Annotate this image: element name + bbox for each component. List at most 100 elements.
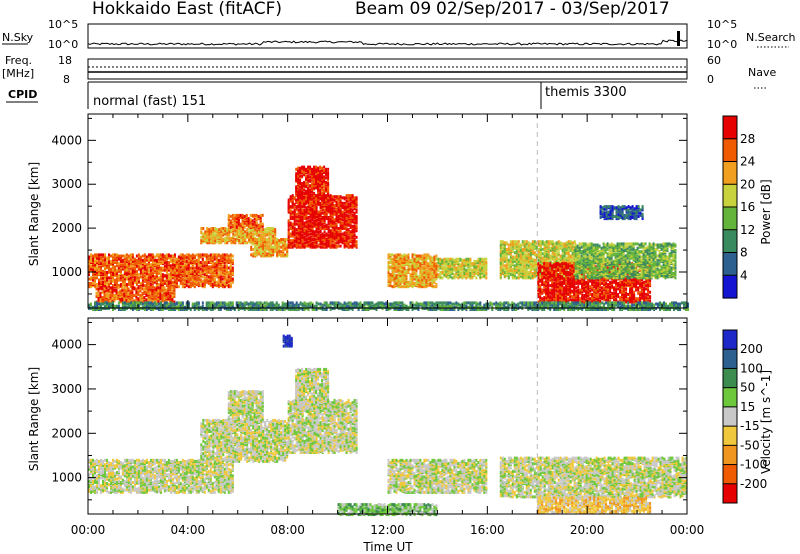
data-cell: [347, 198, 350, 202]
data-cell: [206, 238, 209, 241]
data-cell: [117, 286, 120, 290]
data-cell: [345, 216, 348, 219]
data-cell: [477, 264, 480, 268]
data-cell: [104, 265, 106, 269]
data-cell: [413, 253, 416, 257]
data-cell: [305, 213, 308, 217]
data-cell: [211, 277, 214, 281]
data-cell: [323, 210, 326, 214]
data-cell: [153, 258, 156, 262]
data-cell: [309, 235, 312, 239]
data-cell: [220, 230, 223, 234]
data-cell: [317, 190, 320, 194]
data-cell: [533, 258, 536, 262]
data-cell: [270, 251, 273, 255]
data-cell: [347, 207, 350, 211]
data-cell: [137, 276, 140, 280]
data-cell: [259, 213, 262, 217]
data-cell: [313, 219, 316, 223]
data-cell: [143, 253, 146, 257]
noise-right-bottom: 10^0: [707, 38, 737, 51]
data-cell: [193, 254, 196, 258]
data-cell: [323, 188, 326, 192]
data-cell: [519, 258, 522, 262]
data-cell: [137, 273, 140, 277]
data-cell: [90, 264, 92, 268]
data-cell: [211, 253, 214, 257]
data-cell: [343, 201, 346, 205]
data-cell: [457, 276, 460, 280]
data-cell: [503, 241, 506, 245]
data-cell: [409, 264, 412, 268]
data-cell: [213, 253, 216, 257]
data-cell: [329, 217, 332, 221]
data-cell: [219, 275, 222, 279]
data-cell: [513, 246, 516, 250]
data-cell: [441, 265, 444, 269]
data-cell: [315, 224, 318, 228]
station-title: Hokkaido East (fitACF): [92, 0, 282, 19]
data-cell: [94, 284, 96, 288]
data-cell: [157, 253, 160, 257]
data-cell: [437, 275, 440, 279]
data-cell: [303, 171, 306, 175]
data-cell: [252, 254, 255, 258]
data-cell: [92, 281, 94, 285]
data-cell: [501, 250, 504, 254]
data-cell: [427, 253, 430, 257]
data-cell: [171, 300, 174, 304]
data-cell: [311, 177, 314, 181]
data-cell: [99, 286, 102, 290]
data-cell: [521, 263, 524, 267]
data-cell: [227, 275, 230, 279]
data-cell: [297, 234, 300, 238]
data-cell: [229, 253, 232, 257]
data-cell: [256, 246, 259, 250]
data-cell: [399, 285, 402, 289]
data-cell: [157, 269, 160, 273]
data-cell: [139, 255, 142, 259]
data-cell: [315, 199, 318, 203]
data-cell: [351, 240, 354, 244]
data-cell: [167, 273, 170, 277]
data-cell: [205, 275, 208, 279]
data-cell: [527, 275, 530, 279]
data-cell: [222, 227, 225, 230]
data-cell: [505, 263, 508, 267]
data-cell: [305, 174, 308, 178]
data-cell: [317, 243, 320, 247]
data-cell: [479, 275, 482, 279]
data-cell: [391, 278, 394, 282]
data-cell: [153, 280, 156, 284]
data-cell: [104, 273, 106, 277]
data-cell: [315, 210, 318, 214]
data-cell: [305, 182, 308, 185]
data-cell: [321, 172, 324, 176]
data-cell: [256, 238, 259, 241]
data-cell: [293, 243, 296, 247]
data-cell: [98, 278, 100, 282]
data-cell: [258, 228, 261, 232]
data-cell: [199, 270, 202, 274]
data-cell: [319, 209, 322, 213]
data-cell: [195, 266, 198, 270]
data-cell: [309, 212, 312, 216]
data-cell: [305, 224, 308, 228]
data-cell: [284, 243, 287, 247]
data-cell: [202, 236, 205, 240]
data-cell: [307, 232, 310, 236]
data-cell: [423, 273, 426, 277]
data-cell: [345, 233, 348, 237]
data-cell: [341, 234, 344, 238]
data-cell: [423, 253, 426, 257]
data-cell: [222, 231, 225, 235]
data-cell: [163, 297, 166, 301]
data-cell: [159, 266, 162, 270]
data-cell: [523, 266, 526, 270]
data-cell: [141, 287, 144, 291]
data-cell: [499, 250, 502, 254]
data-cell: [127, 269, 130, 273]
data-cell: [289, 211, 292, 215]
data-cell: [102, 280, 104, 284]
data-cell: [171, 289, 174, 293]
